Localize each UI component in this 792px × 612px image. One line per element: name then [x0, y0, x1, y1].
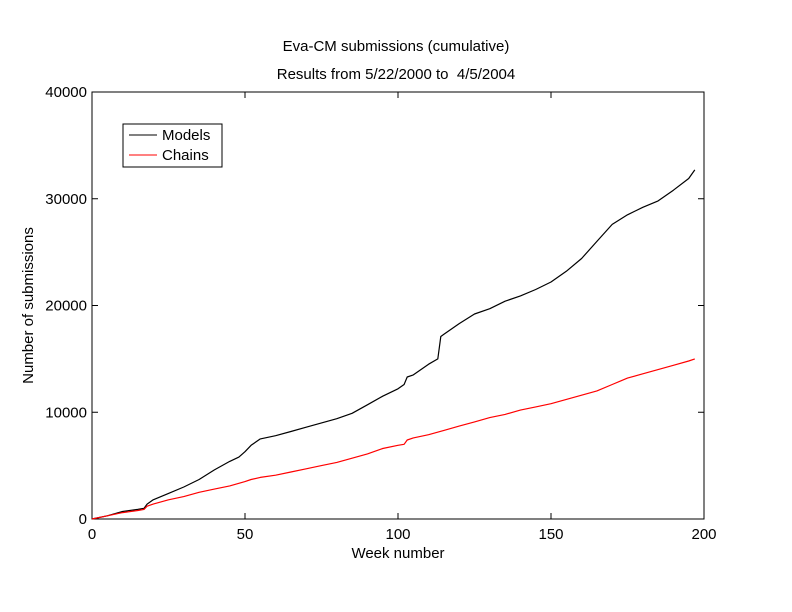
x-axis: 0 50 100 150 200 [88, 92, 717, 543]
y-tick-label: 40000 [45, 84, 87, 101]
x-axis-label: Week number [351, 545, 444, 562]
series-line-chains [91, 358, 695, 520]
x-tick-label: 100 [385, 526, 410, 543]
y-axis: 0 10000 20000 30000 40000 [45, 84, 704, 528]
y-tick-label: 10000 [45, 404, 87, 421]
x-tick-label: 50 [237, 526, 254, 543]
chart-title: Eva-CM submissions (cumulative) [283, 38, 510, 55]
legend-label-models: Models [162, 127, 210, 144]
legend: Models Chains [122, 123, 223, 168]
x-tick-label: 200 [691, 526, 716, 543]
legend-box [122, 123, 223, 168]
y-axis-label: Number of submissions [20, 227, 37, 384]
x-tick-label: 150 [538, 526, 563, 543]
chart-subtitle: Results from 5/22/2000 to 4/5/2004 [277, 66, 515, 83]
y-tick-label: 0 [79, 511, 87, 528]
y-tick-label: 30000 [45, 191, 87, 208]
x-tick-label: 0 [88, 526, 96, 543]
series-line-models [91, 169, 696, 520]
series-lines [91, 169, 696, 520]
legend-label-chains: Chains [162, 147, 209, 164]
y-tick-label: 20000 [45, 298, 87, 315]
